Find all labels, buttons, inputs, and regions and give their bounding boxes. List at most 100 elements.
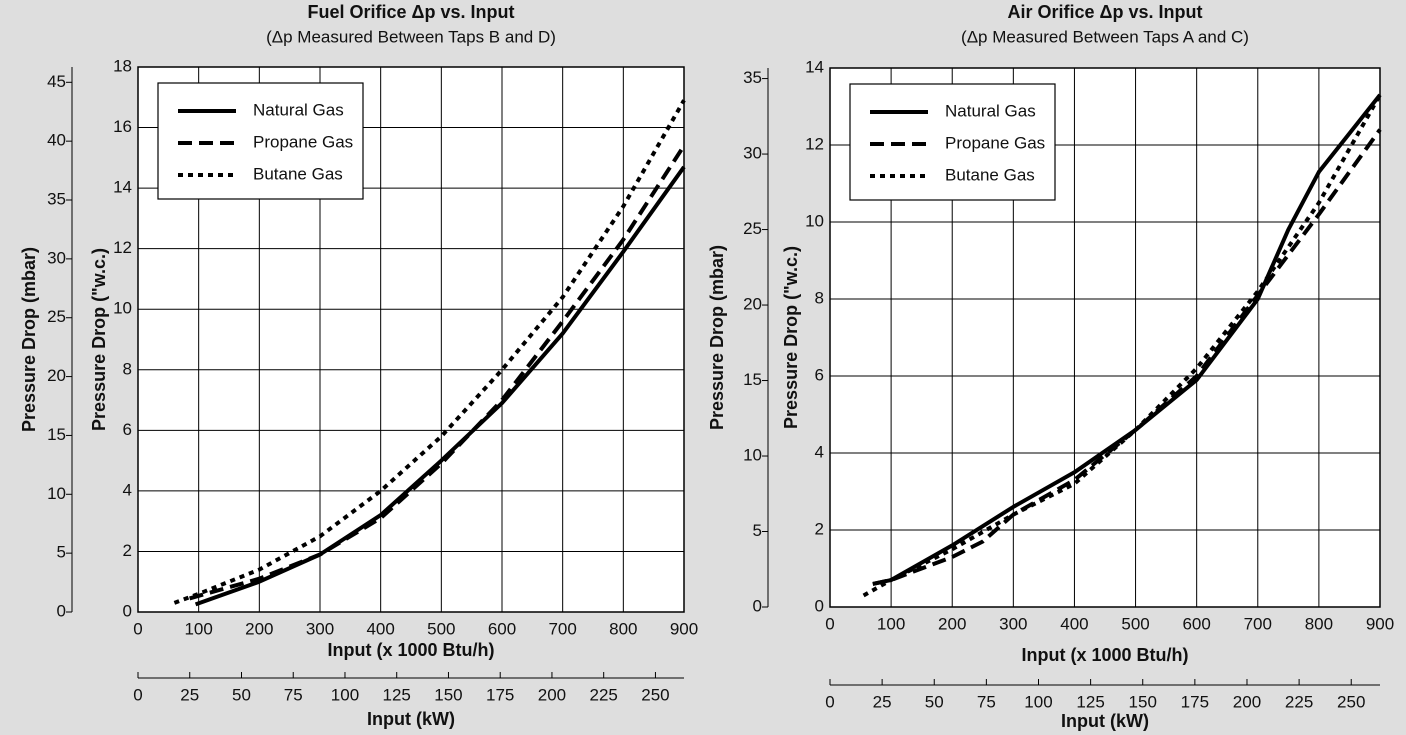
x-tick-label: 400 — [1060, 614, 1088, 633]
y-tick-label: 12 — [113, 238, 132, 257]
x-tick-label: 300 — [999, 614, 1027, 633]
x2-tick-label: 250 — [641, 685, 669, 704]
y-tick-label: 4 — [123, 480, 132, 499]
x2-tick-label: 225 — [1285, 692, 1313, 711]
x-tick-label: 0 — [133, 619, 142, 638]
y2-tick-label: 25 — [47, 307, 66, 326]
y2-axis-label: Pressure Drop (mbar) — [19, 247, 39, 432]
y2-tick-label: 15 — [47, 425, 66, 444]
chart-title: Fuel Orifice Δp vs. Input — [308, 2, 515, 22]
x-tick-label: 900 — [670, 619, 698, 638]
x2-tick-label: 125 — [383, 685, 411, 704]
y-tick-label: 0 — [123, 601, 132, 620]
x-tick-label: 900 — [1366, 614, 1394, 633]
y-tick-label: 10 — [805, 211, 824, 230]
legend-box — [849, 83, 1056, 201]
x2-tick-label: 50 — [925, 692, 944, 711]
y-tick-label: 16 — [113, 117, 132, 136]
y2-tick-label: 0 — [57, 601, 66, 620]
y2-tick-label: 10 — [743, 446, 762, 465]
legend-label: Propane Gas — [945, 133, 1045, 152]
x2-tick-label: 200 — [1233, 692, 1261, 711]
plot-frame — [829, 67, 1381, 608]
y-tick-label: 10 — [113, 299, 132, 318]
x-tick-label: 100 — [184, 619, 212, 638]
x2-tick-label: 0 — [133, 685, 142, 704]
x2-tick-label: 50 — [232, 685, 251, 704]
x-tick-label: 600 — [488, 619, 516, 638]
y2-axis-label: Pressure Drop (mbar) — [707, 245, 727, 430]
data-line — [189, 144, 686, 601]
legend-label: Propane Gas — [253, 132, 353, 151]
legend-label: Butane Gas — [945, 165, 1035, 184]
y-tick-label: 18 — [113, 56, 132, 75]
y2-tick-label: 5 — [753, 521, 762, 540]
x2-tick-label: 100 — [331, 685, 359, 704]
x-tick-label: 0 — [825, 614, 834, 633]
y2-tick-label: 5 — [57, 543, 66, 562]
x-tick-label: 100 — [877, 614, 905, 633]
y2-tick-label: 0 — [753, 596, 762, 615]
x-tick-label: 500 — [427, 619, 455, 638]
x-tick-label: 800 — [609, 619, 637, 638]
x-tick-label: 700 — [548, 619, 576, 638]
legend-box — [157, 82, 364, 200]
y-tick-label: 0 — [815, 596, 824, 615]
y-tick-label: 8 — [815, 288, 824, 307]
x-axis-label: Input (x 1000 Btu/h) — [327, 640, 494, 660]
x2-axis-label: Input (kW) — [1061, 711, 1149, 731]
x2-tick-label: 125 — [1076, 692, 1104, 711]
chart-subtitle: (Δp Measured Between Taps B and D) — [266, 27, 556, 46]
x2-tick-label: 150 — [434, 685, 462, 704]
x-tick-label: 700 — [1244, 614, 1272, 633]
y-axis-label: Pressure Drop ("w.c.) — [781, 246, 801, 429]
x2-tick-label: 250 — [1337, 692, 1365, 711]
y2-tick-label: 20 — [743, 295, 762, 314]
y2-tick-label: 10 — [47, 484, 66, 503]
x2-tick-label: 175 — [1181, 692, 1209, 711]
x2-tick-label: 175 — [486, 685, 514, 704]
x-tick-label: 300 — [306, 619, 334, 638]
x-tick-label: 800 — [1305, 614, 1333, 633]
y-axis-label: Pressure Drop ("w.c.) — [89, 248, 109, 431]
legend-label: Butane Gas — [253, 164, 343, 183]
x2-tick-label: 225 — [590, 685, 618, 704]
y2-tick-label: 30 — [743, 144, 762, 163]
x2-tick-label: 0 — [825, 692, 834, 711]
y2-tick-label: 20 — [47, 366, 66, 385]
x2-tick-label: 200 — [538, 685, 566, 704]
x2-tick-label: 150 — [1129, 692, 1157, 711]
x2-axis-label: Input (kW) — [367, 709, 455, 729]
x-axis-label: Input (x 1000 Btu/h) — [1021, 645, 1188, 665]
plot-frame — [137, 66, 685, 613]
y2-tick-label: 35 — [47, 189, 66, 208]
chart-title: Air Orifice Δp vs. Input — [1008, 2, 1203, 22]
x2-tick-label: 25 — [180, 685, 199, 704]
y-tick-label: 2 — [815, 519, 824, 538]
x2-tick-label: 75 — [977, 692, 996, 711]
x2-tick-label: 100 — [1024, 692, 1052, 711]
y-tick-label: 6 — [123, 420, 132, 439]
y-tick-label: 12 — [805, 134, 824, 153]
x-tick-label: 200 — [245, 619, 273, 638]
y2-tick-label: 25 — [743, 219, 762, 238]
x-tick-label: 500 — [1121, 614, 1149, 633]
x2-tick-label: 75 — [284, 685, 303, 704]
y2-tick-label: 40 — [47, 131, 66, 150]
y2-tick-label: 30 — [47, 248, 66, 267]
y-tick-label: 6 — [815, 365, 824, 384]
y-tick-label: 14 — [113, 178, 132, 197]
x-tick-label: 600 — [1182, 614, 1210, 633]
y-tick-label: 8 — [123, 359, 132, 378]
chart-subtitle: (Δp Measured Between Taps A and C) — [961, 27, 1249, 46]
y-tick-label: 4 — [815, 442, 824, 461]
legend-label: Natural Gas — [253, 100, 344, 119]
y2-tick-label: 35 — [743, 68, 762, 87]
x-tick-label: 400 — [366, 619, 394, 638]
y2-tick-label: 45 — [47, 72, 66, 91]
y2-tick-label: 15 — [743, 370, 762, 389]
x-tick-label: 200 — [938, 614, 966, 633]
x2-tick-label: 25 — [873, 692, 892, 711]
y-tick-label: 14 — [805, 57, 824, 76]
